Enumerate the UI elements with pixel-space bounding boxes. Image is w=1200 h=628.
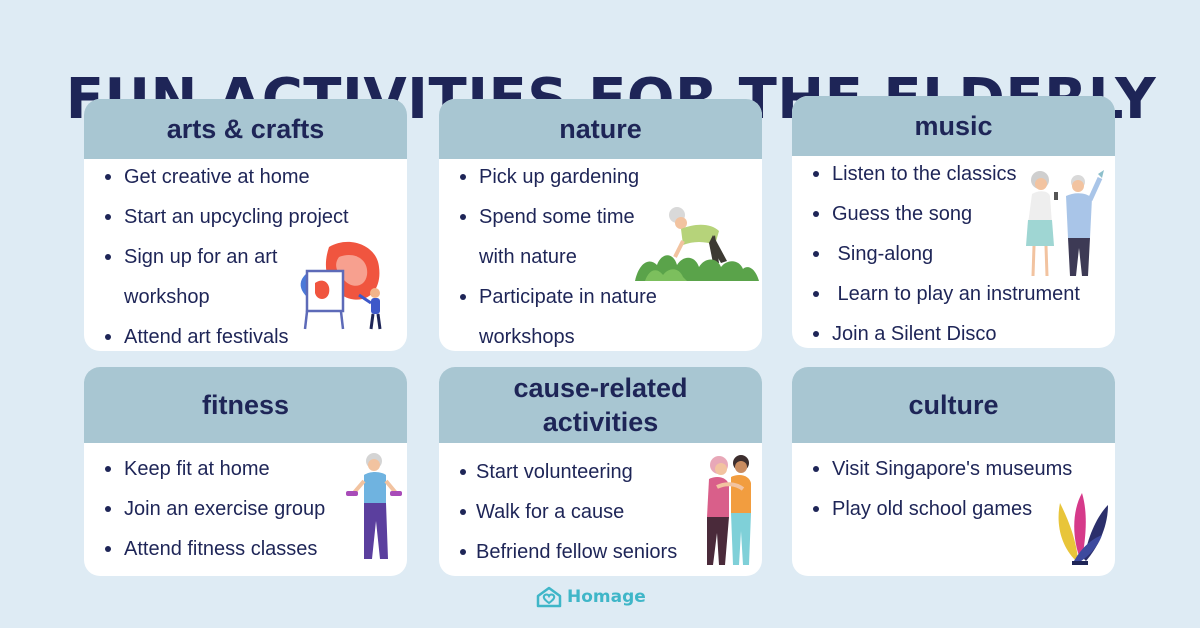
card-heading: music: [792, 96, 1115, 156]
card-arts-crafts: arts & crafts Get creative at home Start…: [84, 99, 407, 351]
card-heading: cause-related activities: [439, 367, 762, 443]
list-item: Participate in nature: [439, 277, 762, 317]
card-cause-related-activities: cause-related activities Start volunteer…: [439, 367, 762, 576]
activity-list: Listen to the classics Guess the song Si…: [792, 154, 1115, 348]
list-item: Get creative at home: [84, 157, 407, 197]
list-item-continuation: workshop: [124, 286, 210, 308]
card-heading: nature: [439, 99, 762, 159]
list-item-continuation: workshops: [479, 326, 575, 348]
list-item: Guess the song: [792, 194, 1115, 234]
card-nature: nature Pick up gardening Spend some time…: [439, 99, 762, 351]
list-item: Attend art festivals: [84, 317, 407, 351]
singing-couple-icon: [1026, 170, 1104, 277]
list-item: Befriend fellow seniors: [439, 532, 762, 572]
list-item: Listen to the classics: [792, 154, 1115, 194]
brand-name: Homage: [567, 587, 646, 607]
hugging-friends-icon: [707, 455, 751, 565]
homage-house-heart-icon: [536, 586, 562, 608]
homage-logo: Homage: [535, 586, 646, 608]
list-item: Visit Singapore's museums: [792, 449, 1115, 489]
list-item: Walk for a cause: [439, 492, 762, 532]
list-item: Join a Silent Disco: [792, 314, 1115, 348]
painter-easel-icon: [300, 241, 382, 330]
list-item: Start an upcycling project: [84, 197, 407, 237]
activity-list: Get creative at home Start an upcycling …: [84, 157, 407, 351]
activity-list: Visit Singapore's museums Play old schoo…: [792, 449, 1115, 529]
activity-list: Keep fit at home Join an exercise group …: [84, 449, 407, 569]
activity-list: Start volunteering Walk for a cause Befr…: [439, 452, 762, 572]
list-item-continuation: with nature: [479, 246, 577, 268]
list-item: Spend some time: [439, 197, 762, 237]
list-item: Sign up for an art: [84, 237, 407, 277]
list-item: Attend fitness classes: [84, 529, 407, 569]
list-item: Sing-along: [792, 234, 1115, 274]
list-item: Learn to play an instrument: [792, 274, 1115, 314]
list-item: Join an exercise group: [84, 489, 407, 529]
activity-list: Pick up gardening Spend some time with n…: [439, 157, 762, 351]
list-item: Start volunteering: [439, 452, 762, 492]
card-heading: fitness: [84, 367, 407, 443]
feather-plant-icon: [1058, 493, 1108, 565]
list-item: Play old school games: [792, 489, 1115, 529]
card-heading: culture: [792, 367, 1115, 443]
card-heading: arts & crafts: [84, 99, 407, 159]
list-item: Keep fit at home: [84, 449, 407, 489]
dumbbell-exercise-icon: [346, 453, 402, 559]
card-music: music Listen to the classics Guess the s…: [792, 96, 1115, 348]
list-item: Pick up gardening: [439, 157, 762, 197]
gardener-icon: [635, 207, 759, 281]
card-culture: culture Visit Singapore's museums Play o…: [792, 367, 1115, 576]
card-fitness: fitness Keep fit at home Join an exercis…: [84, 367, 407, 576]
